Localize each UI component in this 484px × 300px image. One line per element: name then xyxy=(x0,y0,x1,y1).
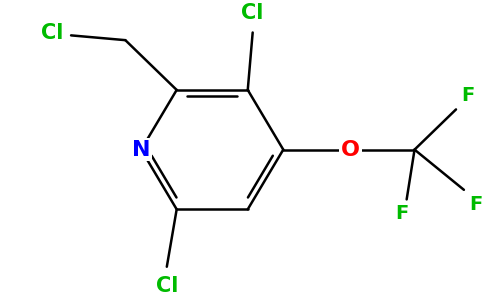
Text: N: N xyxy=(132,140,151,160)
Text: Cl: Cl xyxy=(242,3,264,23)
Text: F: F xyxy=(395,204,408,223)
Text: Cl: Cl xyxy=(41,23,63,44)
Text: O: O xyxy=(341,140,360,160)
Text: F: F xyxy=(469,195,482,214)
Text: F: F xyxy=(461,85,474,105)
Text: Cl: Cl xyxy=(156,276,178,296)
